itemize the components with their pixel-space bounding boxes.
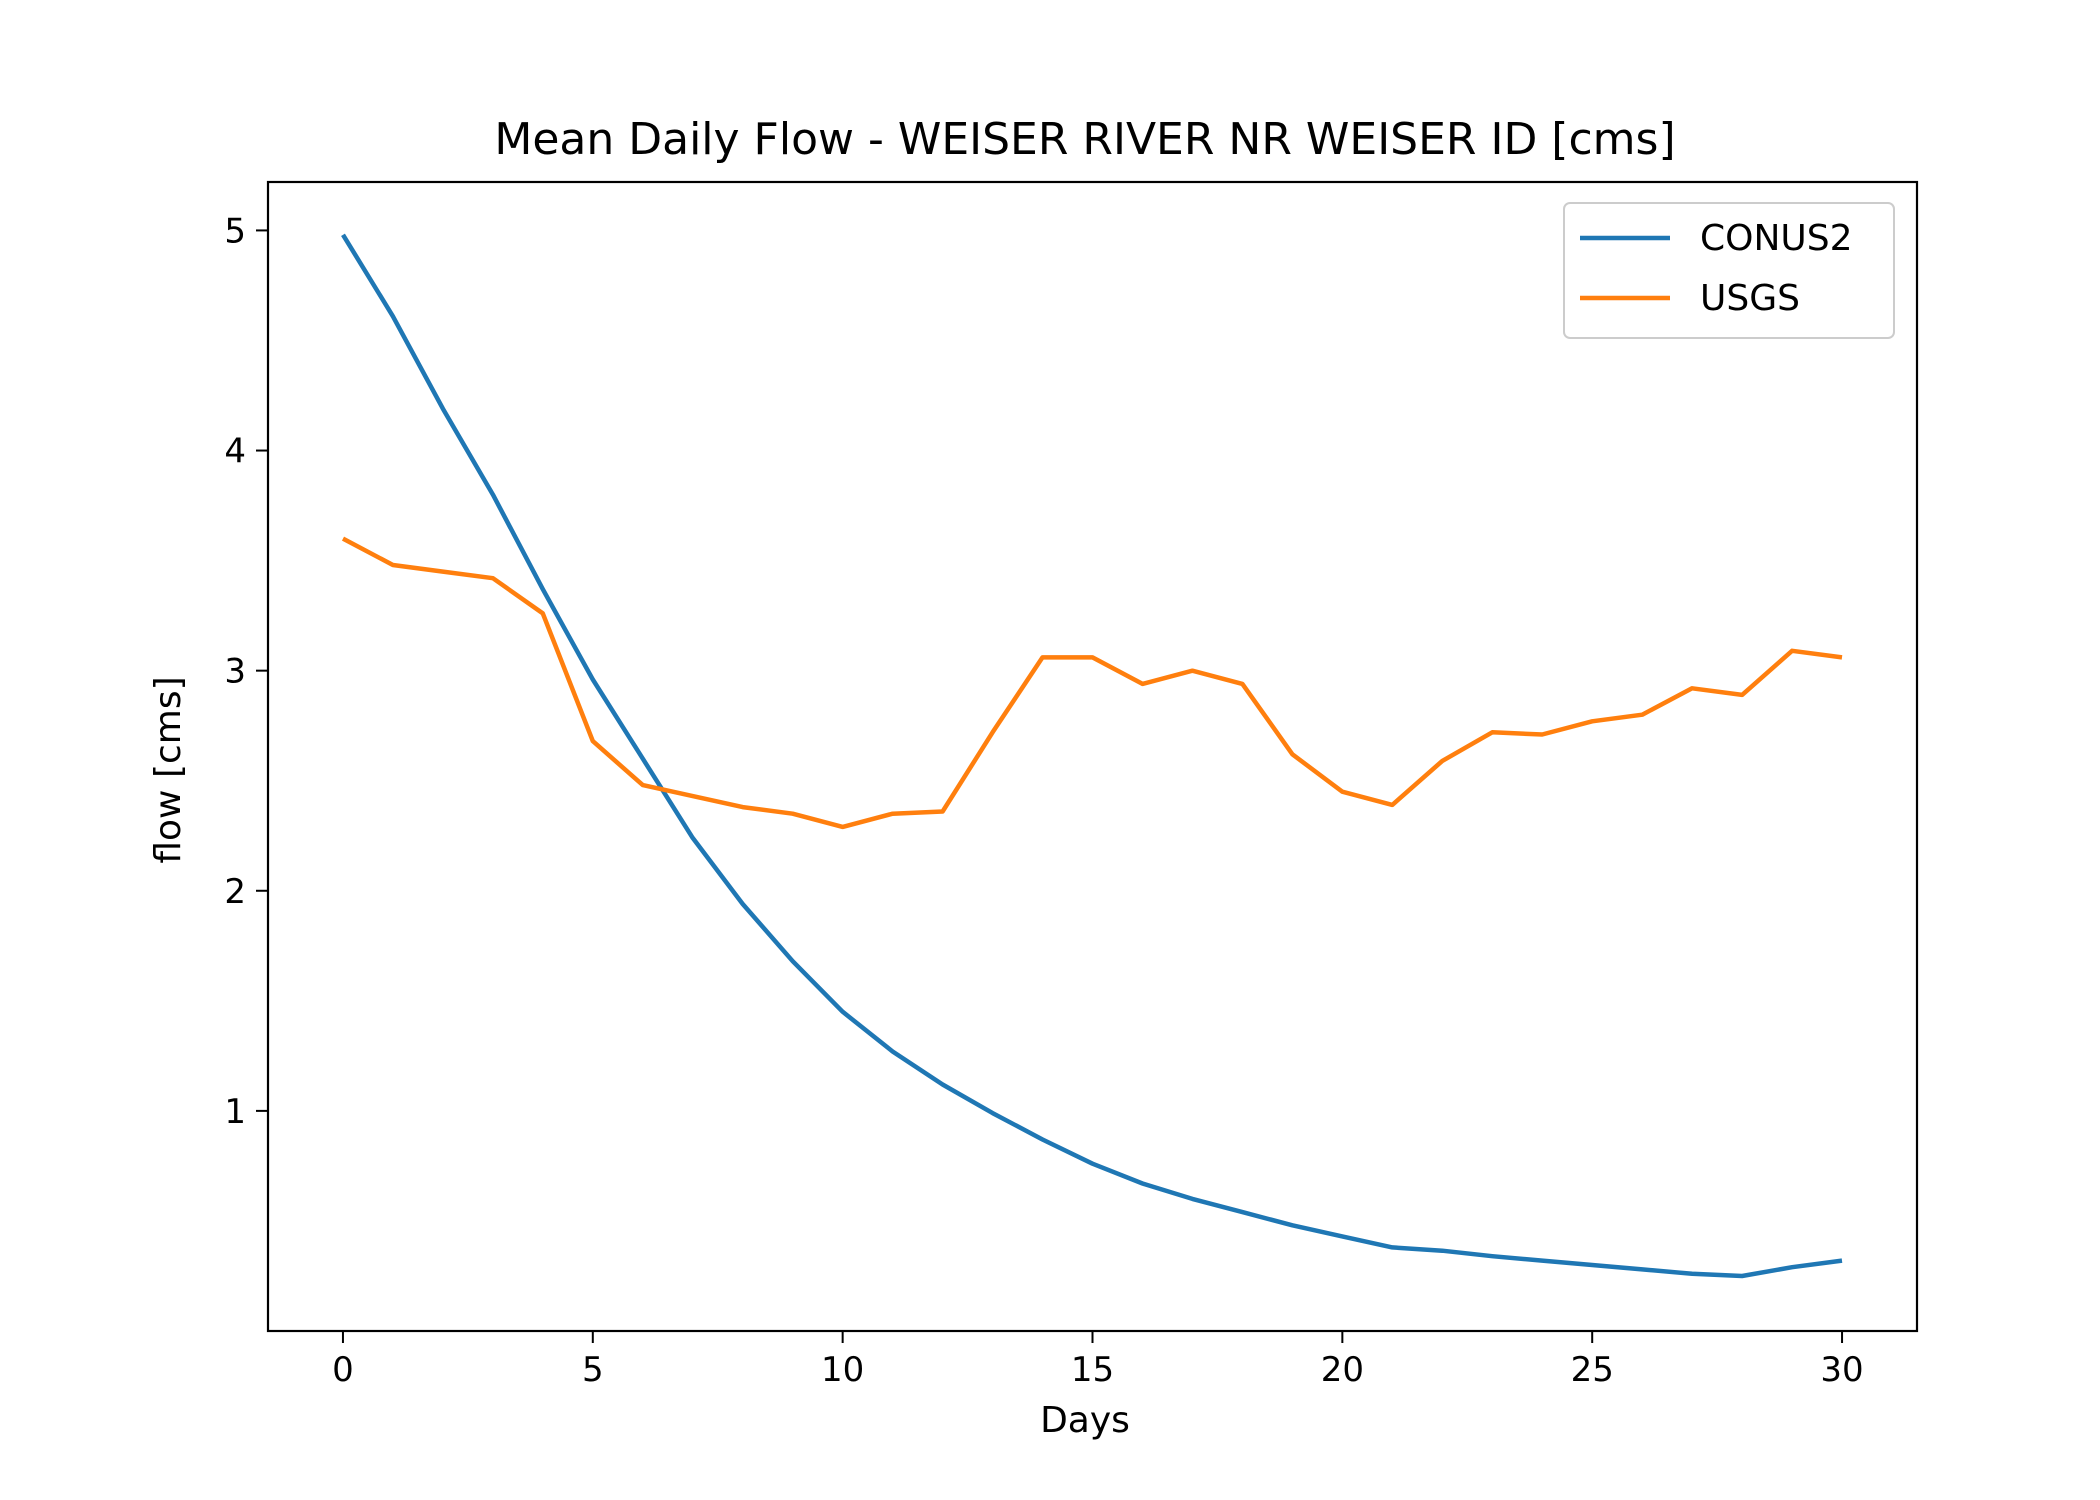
y-axis-label: flow [cms]	[148, 676, 189, 863]
x-tick-label: 30	[1820, 1350, 1863, 1390]
y-tick-label: 2	[224, 872, 246, 912]
series-lines	[341, 233, 1843, 1279]
y-tick-label: 3	[224, 652, 246, 692]
x-axis-label: Days	[1040, 1400, 1130, 1441]
series-line-usgs	[341, 536, 1843, 830]
x-tick-label: 10	[821, 1350, 864, 1390]
y-tick-label: 5	[224, 211, 246, 251]
x-tick-label: 20	[1321, 1350, 1364, 1390]
y-axis-ticks: 1 2 3 4 5	[224, 211, 268, 1132]
y-tick-label: 4	[224, 432, 246, 472]
chart-title: Mean Daily Flow - WEISER RIVER NR WEISER…	[494, 114, 1675, 165]
x-tick-label: 25	[1571, 1350, 1614, 1390]
legend: CONUS2 USGS	[1563, 202, 1895, 339]
legend-entry-conus2: CONUS2	[1700, 218, 1853, 259]
series-line-conus2	[341, 233, 1843, 1279]
x-tick-label: 5	[582, 1350, 604, 1390]
x-tick-label: 0	[332, 1350, 354, 1390]
x-tick-label: 15	[1071, 1350, 1114, 1390]
legend-entry-usgs: USGS	[1700, 278, 1800, 319]
plot-area-frame	[266, 180, 1919, 1333]
y-tick-label: 1	[224, 1092, 246, 1132]
x-axis-ticks: 0 5 10 15 20 25 30	[332, 1331, 1864, 1390]
